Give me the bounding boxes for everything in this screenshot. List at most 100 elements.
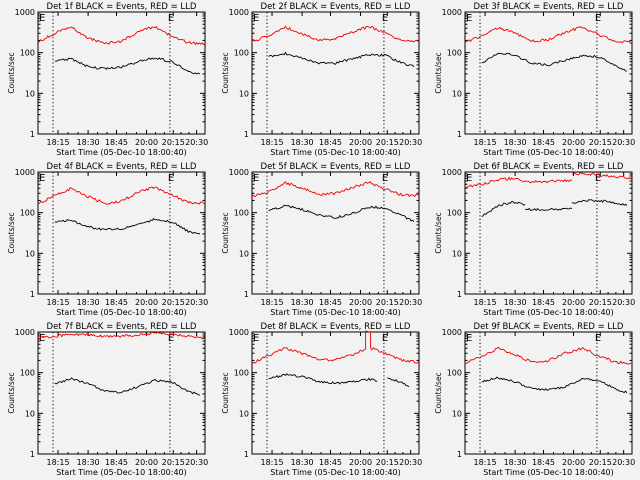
x-tick-label: 20:30: [399, 458, 422, 467]
y-axis-label: Counts/sec: [221, 212, 230, 253]
lld-series-line: [251, 181, 420, 198]
x-tick-label: 20:15: [376, 298, 399, 307]
x-tick-label: 20:15: [376, 458, 399, 467]
y-tick-label: 100: [234, 209, 249, 218]
x-tick-label: 20:00: [349, 458, 372, 467]
event-marker-label: E: [595, 333, 601, 344]
y-tick-label: 1000: [442, 8, 462, 17]
lld-series-line: [37, 25, 206, 46]
events-series-line: [481, 200, 526, 217]
y-tick-label: 1000: [229, 8, 249, 17]
event-marker-label: E: [253, 173, 259, 184]
x-tick-label: 18:30: [504, 138, 527, 147]
y-tick-label: 1: [244, 130, 249, 139]
chart-panel-8: Det 8f BLACK = Events, RED = LLD 1 10 100 10…: [221, 322, 422, 477]
y-tick-label: 1: [244, 290, 249, 299]
x-tick-label: 20:15: [162, 298, 185, 307]
x-tick-label: 18:30: [291, 298, 314, 307]
y-tick-label: 1000: [15, 168, 35, 177]
event-marker-label: E: [253, 333, 259, 344]
event-marker-label: E: [39, 173, 45, 184]
event-marker-label: E: [39, 333, 45, 344]
y-axis-label: Counts/sec: [434, 372, 443, 413]
plot-frame: [464, 331, 633, 455]
events-series-line: [54, 217, 201, 235]
x-tick-label: 20:30: [399, 298, 422, 307]
x-tick-label: 18:45: [105, 458, 128, 467]
y-tick-label: 100: [447, 209, 462, 218]
x-axis-label: Start Time (05-Dec-10 18:00:40): [56, 308, 187, 317]
lld-series-line: [365, 330, 372, 350]
y-tick-label: 1: [457, 130, 462, 139]
x-tick-label: 20:00: [349, 138, 372, 147]
chart-panel-9: Det 9f BLACK = Events, RED = LLD 1 10 100 10…: [434, 322, 635, 477]
x-tick-label: 18:45: [532, 138, 555, 147]
plot-frame: [37, 171, 206, 295]
chart-title: Det 9f BLACK = Events, RED = LLD: [474, 322, 624, 332]
x-tick-label: 18:45: [319, 298, 342, 307]
y-tick-label: 1000: [442, 168, 462, 177]
x-tick-label: 20:00: [349, 298, 372, 307]
x-tick-label: 18:15: [261, 298, 284, 307]
x-tick-label: 20:30: [185, 298, 208, 307]
x-tick-label: 18:30: [291, 138, 314, 147]
event-marker-label: E: [382, 173, 388, 184]
y-tick-label: 100: [234, 49, 249, 58]
events-series-line: [481, 52, 628, 72]
plot-frame: [251, 331, 420, 455]
plot-frame: [251, 11, 420, 135]
y-axis-label: Counts/sec: [7, 212, 16, 253]
x-tick-label: 18:30: [77, 298, 100, 307]
x-tick-label: 18:15: [47, 458, 70, 467]
x-axis-label: Start Time (05-Dec-10 18:00:40): [270, 468, 401, 477]
y-tick-label: 10: [452, 89, 462, 98]
x-tick-label: 18:30: [291, 458, 314, 467]
y-tick-label: 1: [30, 130, 35, 139]
x-tick-label: 20:15: [376, 138, 399, 147]
plot-frame: [251, 171, 420, 295]
y-tick-label: 1000: [15, 8, 35, 17]
x-tick-label: 20:15: [589, 458, 612, 467]
chart-panel-6: Det 6f BLACK = Events, RED = LLD 1 10 100 10…: [434, 162, 635, 317]
y-axis-label: Counts/sec: [7, 372, 16, 413]
y-tick-label: 100: [20, 369, 35, 378]
y-tick-label: 1000: [15, 328, 35, 337]
events-series-line: [54, 57, 201, 75]
y-tick-label: 10: [239, 249, 249, 258]
x-tick-label: 20:00: [562, 298, 585, 307]
lld-series-line: [37, 186, 206, 205]
x-tick-label: 18:15: [474, 138, 497, 147]
x-tick-label: 20:30: [612, 138, 635, 147]
chart-title: Det 8f BLACK = Events, RED = LLD: [261, 322, 411, 332]
x-tick-label: 20:15: [162, 458, 185, 467]
y-axis-label: Counts/sec: [434, 52, 443, 93]
x-axis-label: Start Time (05-Dec-10 18:00:40): [483, 148, 614, 157]
y-tick-label: 100: [447, 369, 462, 378]
x-tick-label: 20:30: [185, 458, 208, 467]
x-tick-label: 18:30: [504, 458, 527, 467]
event-marker-label: E: [382, 13, 388, 24]
x-tick-label: 20:15: [162, 138, 185, 147]
chart-title: Det 7f BLACK = Events, RED = LLD: [47, 322, 197, 332]
lld-series-line: [521, 178, 573, 184]
x-tick-label: 18:45: [532, 298, 555, 307]
x-tick-label: 18:15: [261, 138, 284, 147]
events-series-line: [387, 377, 410, 388]
event-marker-label: E: [168, 173, 174, 184]
x-axis-label: Start Time (05-Dec-10 18:00:40): [483, 468, 614, 477]
chart-title: Det 2f BLACK = Events, RED = LLD: [261, 2, 411, 12]
y-tick-label: 1000: [442, 328, 462, 337]
y-tick-label: 1: [244, 450, 249, 459]
chart-panel-7: Det 7f BLACK = Events, RED = LLD 1 10 100 10…: [7, 322, 208, 477]
y-axis-label: Counts/sec: [221, 52, 230, 93]
chart-panel-3: Det 3f BLACK = Events, RED = LLD 1 10 100 10…: [434, 2, 635, 157]
y-axis-label: Counts/sec: [434, 212, 443, 253]
x-tick-label: 20:00: [135, 138, 158, 147]
y-tick-label: 1: [457, 450, 462, 459]
x-tick-label: 18:15: [474, 298, 497, 307]
chart-title: Det 5f BLACK = Events, RED = LLD: [261, 162, 411, 172]
y-tick-label: 1000: [229, 168, 249, 177]
x-tick-label: 18:45: [319, 458, 342, 467]
x-tick-label: 18:45: [532, 458, 555, 467]
x-tick-label: 18:15: [261, 458, 284, 467]
